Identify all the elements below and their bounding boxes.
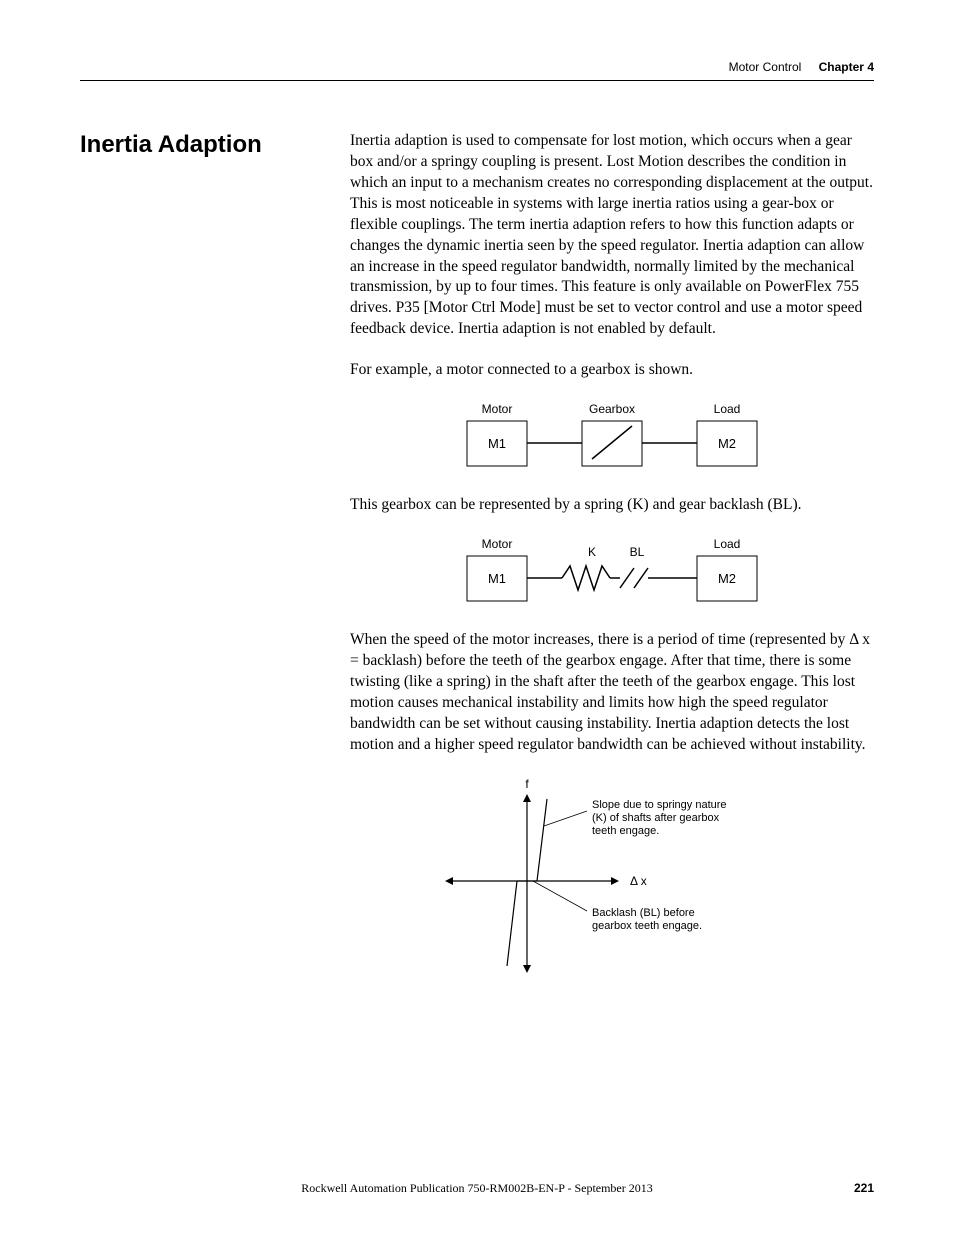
fig1-gearbox-box — [582, 421, 642, 466]
page-number: 221 — [854, 1181, 874, 1195]
fig2-m1-text: M1 — [488, 571, 506, 586]
side-heading: Inertia Adaption — [80, 131, 290, 1000]
body-column: Inertia adaption is used to compensate f… — [350, 131, 874, 1000]
fig3-yarrow-down — [523, 965, 531, 973]
fig1-label-motor: Motor — [482, 402, 513, 416]
fig2-label-motor: Motor — [482, 537, 513, 551]
fig2-label-k: K — [588, 545, 596, 559]
figure-gearbox-svg: Motor Gearbox Load M1 M2 — [452, 401, 772, 471]
figure-gearbox: Motor Gearbox Load M1 M2 — [350, 401, 874, 471]
fig3-xarrow-right — [611, 877, 619, 885]
fig1-gearbox-slash — [592, 426, 632, 459]
content: Inertia Adaption Inertia adaption is use… — [80, 131, 874, 1000]
page-footer: Rockwell Automation Publication 750-RM00… — [80, 1181, 874, 1195]
fig3-xaxis-label: Δ x — [630, 874, 647, 888]
fig1-label-load: Load — [714, 402, 741, 416]
fig3-note1-l1: Slope due to springy nature — [592, 799, 727, 811]
fig3-leader1 — [544, 811, 587, 826]
fig1-m2-text: M2 — [718, 436, 736, 451]
fig3-note1-l3: teeth engage. — [592, 825, 659, 837]
page-header: Motor Control Chapter 4 — [80, 60, 874, 81]
fig2-m2-text: M2 — [718, 571, 736, 586]
figure-graph-svg: f Δ x — [432, 776, 792, 976]
fig3-note1-l2: (K) of shafts after gearbox — [592, 812, 720, 824]
fig2-bl2 — [634, 568, 648, 588]
fig3-note2-l1: Backlash (BL) before — [592, 907, 695, 919]
paragraph-4: When the speed of the motor increases, t… — [350, 630, 874, 756]
fig3-yarrow-up — [523, 794, 531, 802]
figure-spring-svg: Motor K BL Load M1 M2 — [452, 536, 772, 606]
paragraph-3: This gearbox can be represented by a spr… — [350, 495, 874, 516]
fig3-leader2 — [533, 881, 587, 911]
fig3-xarrow-left — [445, 877, 453, 885]
header-chapter: Chapter 4 — [819, 60, 874, 74]
fig2-bl1 — [620, 568, 634, 588]
fig3-slope-bottom — [507, 881, 517, 966]
fig3-slope-top — [537, 799, 547, 881]
paragraph-1: Inertia adaption is used to compensate f… — [350, 131, 874, 340]
fig1-m1-text: M1 — [488, 436, 506, 451]
fig2-label-bl: BL — [630, 545, 645, 559]
fig1-label-gearbox: Gearbox — [589, 402, 635, 416]
figure-spring: Motor K BL Load M1 M2 — [350, 536, 874, 606]
header-section: Motor Control — [729, 60, 802, 74]
fig3-note2-l2: gearbox teeth engage. — [592, 920, 702, 932]
fig3-yaxis: f — [525, 777, 529, 791]
fig2-spring — [562, 566, 610, 590]
figure-graph: f Δ x — [350, 776, 874, 976]
paragraph-2: For example, a motor connected to a gear… — [350, 360, 874, 381]
fig2-label-load: Load — [714, 537, 741, 551]
footer-publication: Rockwell Automation Publication 750-RM00… — [301, 1181, 653, 1196]
